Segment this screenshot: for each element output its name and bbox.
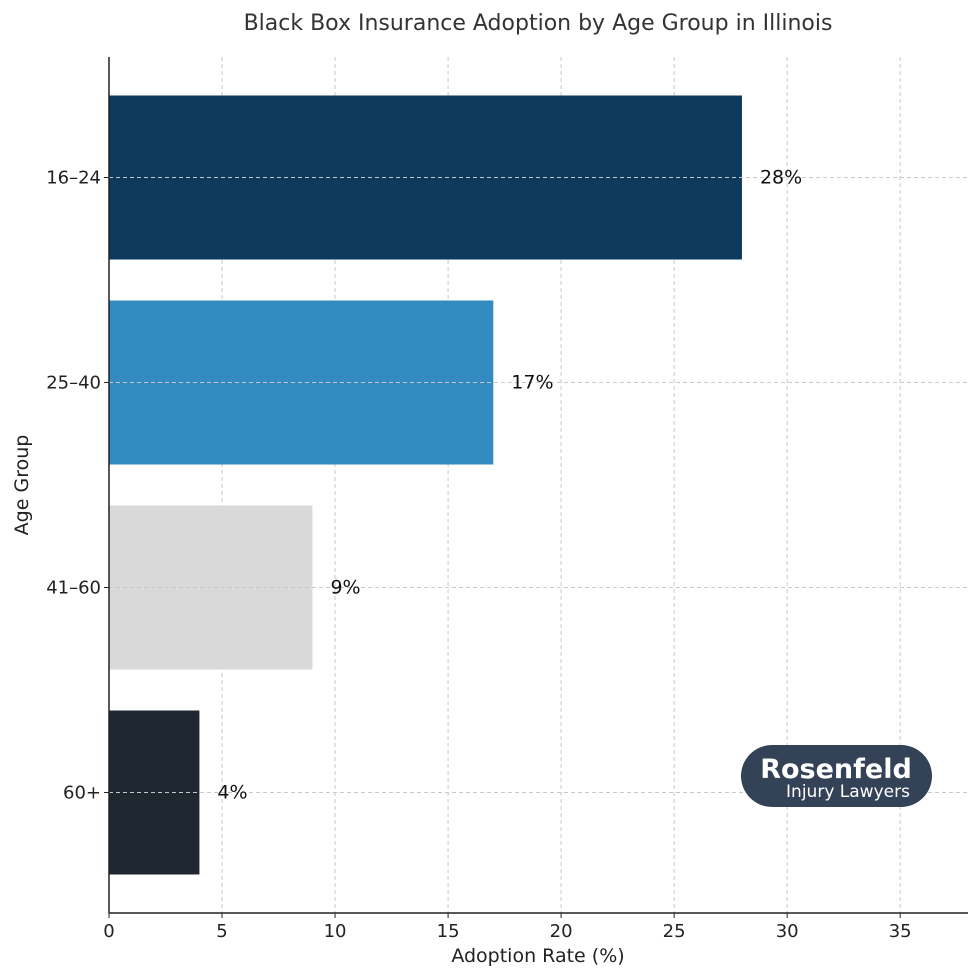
x-tick-labels: 0 5 10 15 20 25 30 35 [103,913,912,942]
x-tick-label: 35 [889,921,912,942]
x-tick-label: 5 [216,921,227,942]
x-axis-label: Adoption Rate (%) [451,945,624,967]
logo-badge: Rosenfeld Injury Lawyers [741,745,932,807]
data-labels: 28% 17% 9% 4% [217,167,802,804]
logo-sub-text: Injury Lawyers [786,782,910,802]
x-tick-label: 10 [324,921,347,942]
x-tick-label: 20 [550,921,573,942]
data-label: 28% [760,167,802,189]
y-tick-label: 25–40 [46,373,101,394]
y-tick-label: 41–60 [46,578,101,599]
x-tick-label: 25 [663,921,686,942]
y-tick-label: 60+ [63,783,101,804]
logo-background [741,745,932,807]
x-tick-label: 0 [103,921,114,942]
x-tick-label: 15 [437,921,460,942]
logo-main-text: Rosenfeld [760,754,912,785]
y-tick-label: 16–24 [46,168,101,189]
bars [109,95,742,875]
x-tick-label: 30 [776,921,799,942]
chart-title: Black Box Insurance Adoption by Age Grou… [244,11,833,36]
data-label: 17% [511,372,553,394]
y-tick-labels: 16–24 25–40 41–60 60+ [46,168,109,804]
data-label: 4% [217,782,247,804]
y-axis-label: Age Group [11,435,33,536]
data-label: 9% [330,577,360,599]
